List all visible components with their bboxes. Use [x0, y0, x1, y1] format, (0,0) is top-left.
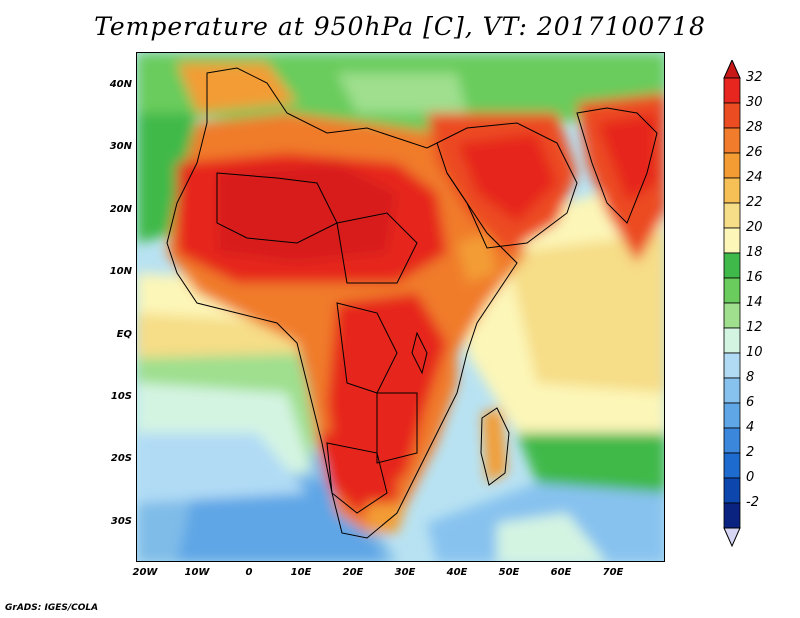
- colorbar-tick-label: 18: [746, 245, 763, 260]
- colorbar-segment: [723, 377, 741, 404]
- colorbar-segment: [723, 202, 741, 229]
- colorbar-tick-label: 14: [746, 295, 763, 310]
- coastlines: [166, 67, 658, 539]
- colorbar-segment: [723, 77, 741, 104]
- colorbar: [723, 60, 741, 548]
- lon-label-10e: 10E: [290, 567, 312, 578]
- lon-label-60e: 60E: [550, 567, 572, 578]
- lat-label-20n: 20N: [109, 204, 132, 215]
- temperature-map: [136, 52, 665, 562]
- colorbar-segment: [723, 352, 741, 379]
- colorbar-tick-label: 20: [746, 220, 763, 235]
- colorbar-tick-label: 28: [746, 120, 763, 135]
- colorbar-segment: [723, 277, 741, 304]
- lat-label-40n: 40N: [109, 79, 132, 90]
- lat-label-10s: 10S: [110, 391, 132, 402]
- colorbar-segment: [723, 327, 741, 354]
- colorbar-tick-label: 26: [746, 145, 763, 160]
- colorbar-segment: [723, 502, 741, 529]
- colorbar-segment: [723, 427, 741, 454]
- colorbar-tick-label: 22: [746, 195, 763, 210]
- lat-label-30n: 30N: [109, 141, 132, 152]
- colorbar-tick-label: 12: [746, 320, 763, 335]
- colorbar-tick-label: 32: [746, 70, 763, 85]
- colorbar-tick-label: 0: [746, 470, 755, 485]
- lon-label-10w: 10W: [184, 567, 210, 578]
- colorbar-segment: [723, 227, 741, 254]
- colorbar-tick-label: -2: [746, 495, 759, 510]
- lon-label-40e: 40E: [446, 567, 468, 578]
- colorbar-tick-label: 30: [746, 95, 763, 110]
- lon-label-70e: 70E: [602, 567, 624, 578]
- colorbar-tick-label: 2: [746, 445, 755, 460]
- map-title: Temperature at 950hPa [C], VT: 201710071…: [94, 12, 706, 41]
- lon-label-0: 0: [245, 567, 253, 578]
- lon-label-20w: 20W: [132, 567, 158, 578]
- colorbar-tick-label: 8: [746, 370, 755, 385]
- colorbar-segment: [723, 102, 741, 129]
- lat-label-10n: 10N: [109, 266, 132, 277]
- colorbar-segment: [723, 127, 741, 154]
- colorbar-tick-label: 10: [746, 345, 763, 360]
- colorbar-tick-label: 4: [746, 420, 755, 435]
- lon-label-50e: 50E: [498, 567, 520, 578]
- lon-label-30e: 30E: [394, 567, 416, 578]
- colorbar-segment: [723, 477, 741, 504]
- lat-label-30s: 30S: [110, 516, 132, 527]
- colorbar-segment: [723, 302, 741, 329]
- colorbar-under-arrow: [723, 527, 741, 548]
- lat-label-20s: 20S: [110, 453, 132, 464]
- colorbar-tick-label: 6: [746, 395, 755, 410]
- colorbar-over-arrow: [723, 60, 741, 79]
- grads-credit: GrADS: IGES/COLA: [5, 603, 99, 613]
- colorbar-segment: [723, 177, 741, 204]
- colorbar-segment: [723, 252, 741, 279]
- colorbar-tick-label: 24: [746, 170, 763, 185]
- colorbar-tick-label: 16: [746, 270, 763, 285]
- colorbar-segment: [723, 452, 741, 479]
- colorbar-segment: [723, 402, 741, 429]
- colorbar-segment: [723, 152, 741, 179]
- temperature-field: [137, 53, 664, 561]
- lon-label-20e: 20E: [342, 567, 364, 578]
- lat-label-eq: EQ: [116, 329, 132, 340]
- map-svg: [137, 53, 664, 561]
